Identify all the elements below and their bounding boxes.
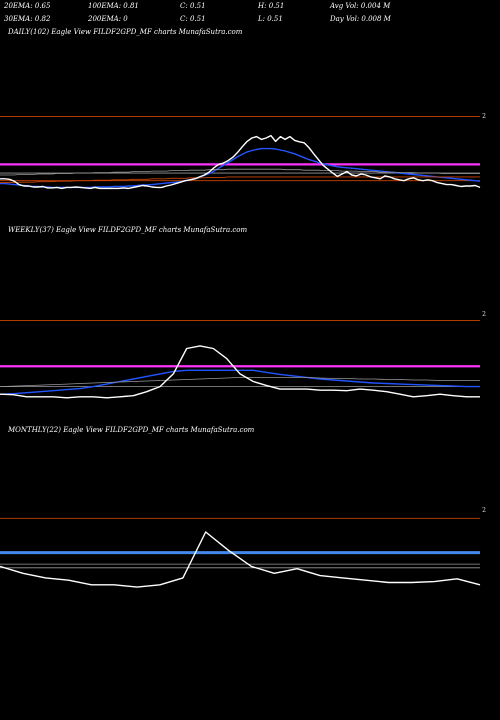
stat-close-2: C: 0.51 xyxy=(180,15,206,23)
stat-20ema: 20EMA: 0.65 xyxy=(4,2,51,10)
monthly-y-tick: 2 xyxy=(482,507,486,514)
series-price-line xyxy=(0,531,481,588)
monthly-chart-title: MONTHLY(22) Eagle View FILDF2GPD_MF char… xyxy=(8,426,255,434)
weekly-chart-title: WEEKLY(37) Eagle View FILDF2GPD_MF chart… xyxy=(8,226,248,234)
series-grey-line xyxy=(0,168,480,176)
series-ema_blue-line xyxy=(0,369,480,395)
weekly-panel: WEEKLY(37) Eagle View FILDF2GPD_MF chart… xyxy=(0,222,500,422)
stat-100ema: 100EMA: 0.81 xyxy=(88,2,139,10)
series-price-line xyxy=(0,134,481,190)
stat-200ema: 200EMA: 0 xyxy=(88,15,128,23)
stat-low: L: 0.51 xyxy=(258,15,283,23)
series-orange-line xyxy=(0,176,480,184)
stat-30ema: 30EMA: 0.82 xyxy=(4,15,51,23)
monthly-panel: MONTHLY(22) Eagle View FILDF2GPD_MF char… xyxy=(0,420,500,720)
stat-day-vol: Day Vol: 0.008 M xyxy=(330,15,391,23)
daily-chart-title: DAILY(102) Eagle View FILDF2GPD_MF chart… xyxy=(8,28,243,36)
monthly-chart xyxy=(0,517,481,588)
weekly-chart xyxy=(0,320,480,399)
daily-chart xyxy=(0,115,481,190)
daily-panel: DAILY(102) Eagle View FILDF2GPD_MF chart… xyxy=(0,0,500,230)
series-grey-line xyxy=(0,377,480,387)
series-ema_blue-line xyxy=(0,147,481,189)
stat-close: C: 0.51 xyxy=(180,2,206,10)
stat-high: H: 0.51 xyxy=(258,2,285,10)
daily-y-tick: 2 xyxy=(482,113,486,120)
series-price-line xyxy=(0,345,480,399)
stat-avg-vol: Avg Vol: 0.004 M xyxy=(330,2,391,10)
weekly-y-tick: 2 xyxy=(482,311,486,318)
